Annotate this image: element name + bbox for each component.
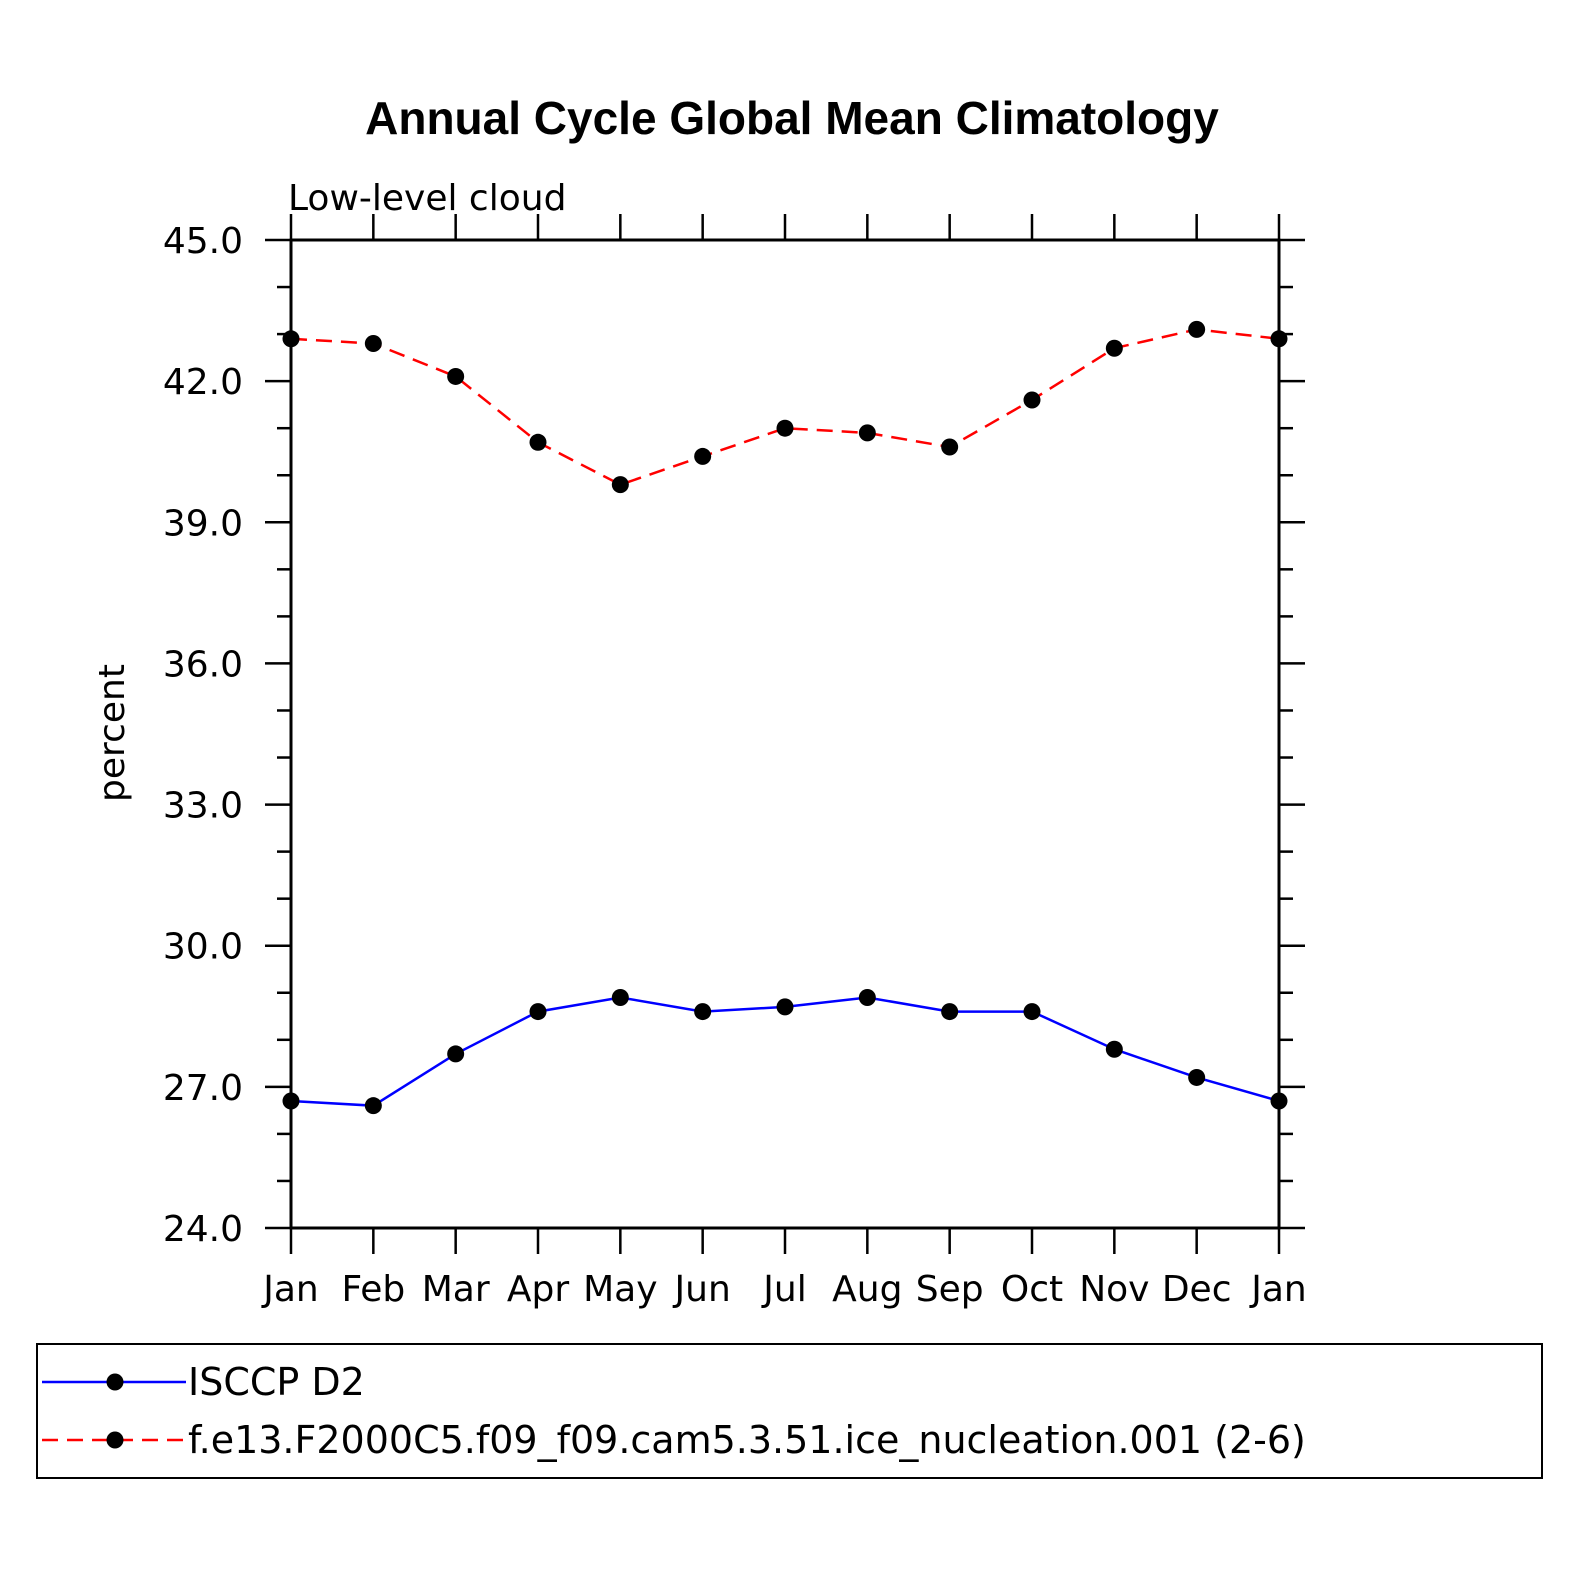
data-point-series-2 — [1023, 391, 1041, 409]
x-tick-label: Oct — [1001, 1269, 1063, 1310]
x-tick-label: Jan — [261, 1269, 319, 1310]
x-tick-label: Dec — [1162, 1269, 1232, 1310]
data-point-series-1 — [694, 1003, 712, 1021]
x-tick-label: Aug — [832, 1269, 902, 1310]
y-tick-label: 24.0 — [163, 1209, 243, 1250]
data-point-series-1 — [447, 1045, 465, 1063]
data-point-series-2 — [282, 330, 300, 348]
data-point-series-2 — [1105, 339, 1123, 357]
x-tick-label: Apr — [507, 1269, 569, 1310]
data-point-series-2 — [941, 438, 959, 456]
y-axis-label: percent — [92, 664, 133, 802]
x-tick-label: Jul — [761, 1269, 806, 1310]
y-tick-label: 39.0 — [163, 503, 243, 544]
data-point-series-2 — [694, 447, 712, 465]
data-point-series-2 — [1270, 330, 1288, 348]
y-tick-label: 42.0 — [163, 362, 243, 403]
legend-marker-2 — [106, 1431, 124, 1449]
data-point-series-1 — [282, 1092, 300, 1110]
data-point-series-2 — [858, 424, 876, 442]
data-point-series-2 — [529, 433, 547, 451]
y-tick-label: 27.0 — [163, 1068, 243, 1109]
legend: ISCCP D2 f.e13.F2000C5.f09_f09.cam5.3.51.… — [36, 1343, 1543, 1479]
data-point-series-2 — [611, 476, 629, 494]
x-tick-label: Jan — [1249, 1269, 1307, 1310]
data-point-series-1 — [1105, 1040, 1123, 1058]
x-tick-label: Nov — [1079, 1269, 1149, 1310]
x-tick-label: Mar — [422, 1269, 490, 1310]
legend-label-1: ISCCP D2 — [188, 1360, 365, 1404]
x-tick-label: May — [583, 1269, 657, 1310]
legend-marker-1 — [106, 1373, 124, 1391]
data-point-series-2 — [776, 419, 794, 437]
y-tick-label: 36.0 — [163, 644, 243, 685]
chart-title: Annual Cycle Global Mean Climatology — [365, 92, 1219, 144]
data-point-series-2 — [364, 335, 382, 353]
data-point-series-1 — [776, 998, 794, 1016]
y-tick-label: 45.0 — [163, 221, 243, 262]
legend-label-2: f.e13.F2000C5.f09_f09.cam5.3.51.ice_nucl… — [188, 1418, 1306, 1462]
data-point-series-2 — [1188, 320, 1206, 338]
plot-area: 24.0 27.0 30.0 33.0 36.0 39.0 42.0 45.0 Jan Feb Ma… — [163, 214, 1307, 1310]
plot-frame — [289, 238, 1281, 1230]
series-line-2 — [290, 328, 1280, 487]
data-point-series-2 — [447, 367, 465, 385]
x-tick-label: Sep — [916, 1269, 984, 1310]
data-point-series-1 — [611, 988, 629, 1006]
data-point-series-1 — [1023, 1003, 1041, 1021]
x-tick-label: Feb — [341, 1269, 405, 1310]
legend-box — [36, 1343, 1543, 1479]
data-point-series-1 — [529, 1003, 547, 1021]
data-point-series-1 — [941, 1003, 959, 1021]
chart-subtitle: Low-level cloud — [288, 178, 566, 219]
data-point-series-1 — [1188, 1068, 1206, 1086]
y-tick-label: 33.0 — [163, 786, 243, 827]
y-tick-label: 30.0 — [163, 927, 243, 968]
data-point-series-1 — [1270, 1092, 1288, 1110]
x-tick-label: Jun — [673, 1269, 731, 1310]
data-point-series-1 — [858, 988, 876, 1006]
data-point-series-1 — [364, 1097, 382, 1115]
